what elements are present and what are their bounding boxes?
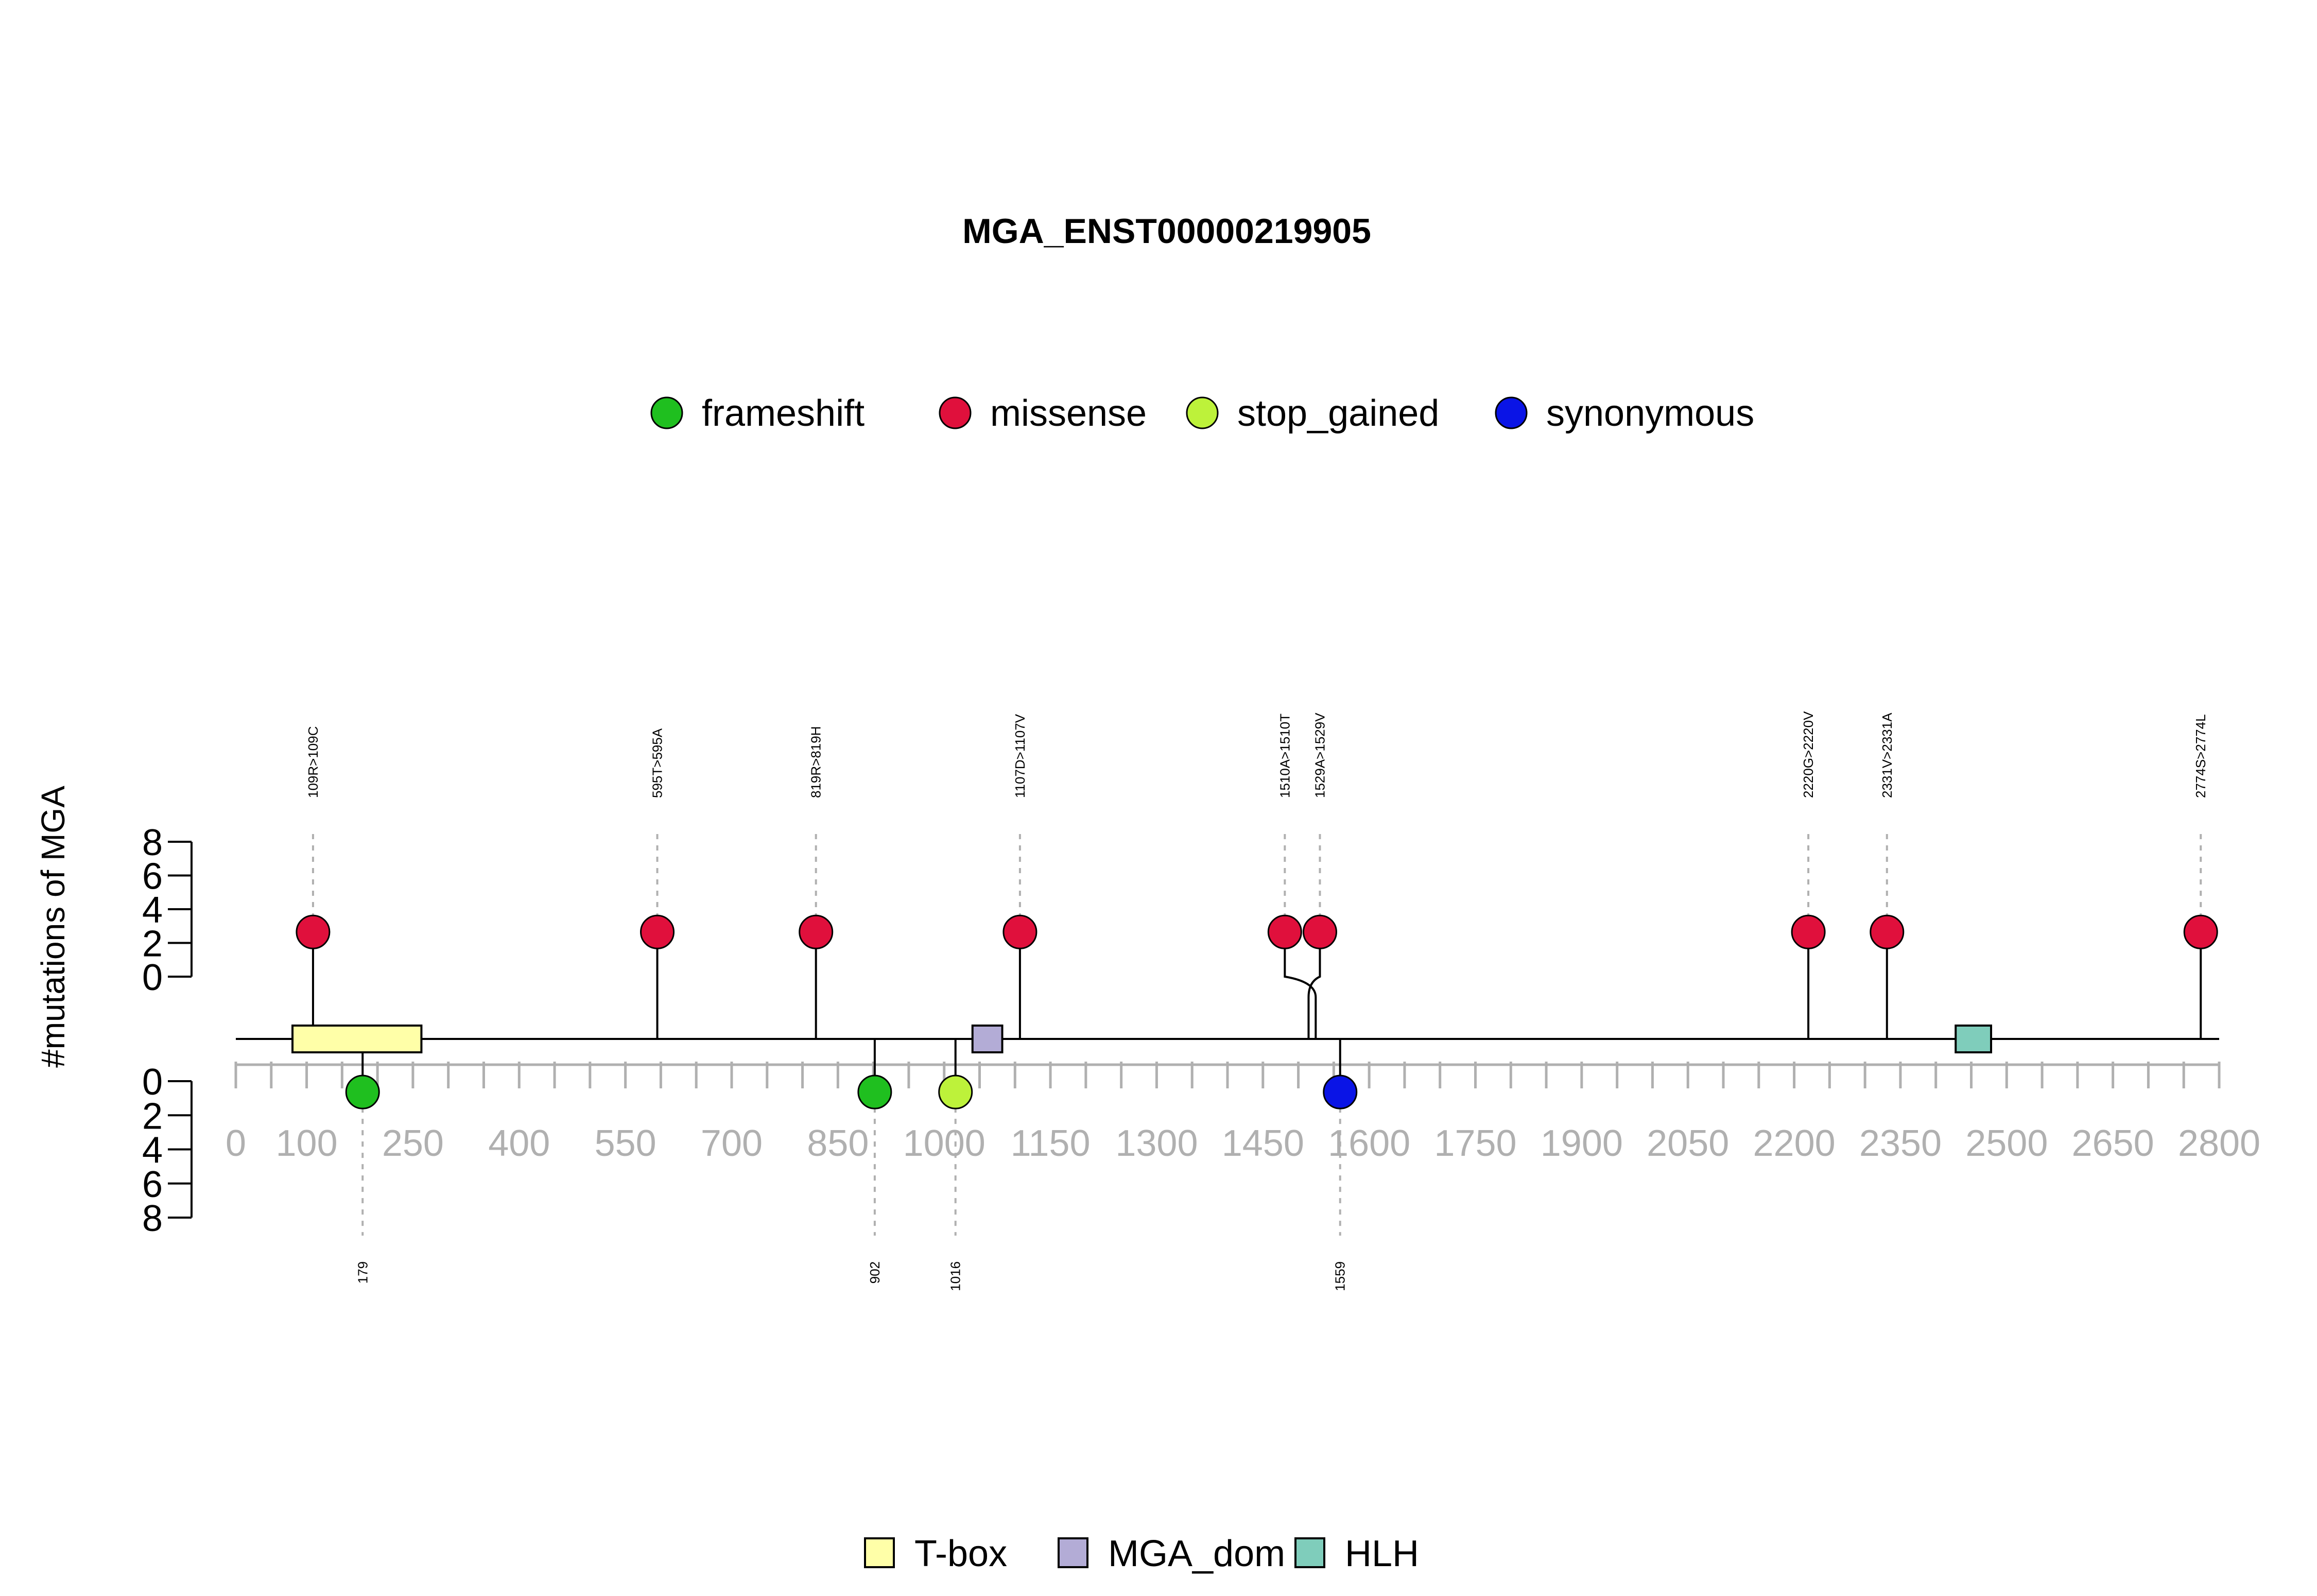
lower-y-tick-label: 8 xyxy=(142,1198,163,1239)
mutation-type-legend: frameshift missense stop_gained synonymous xyxy=(650,393,1754,434)
legend-marker-stop_gained xyxy=(1186,396,1219,429)
domain-legend-marker-T-box xyxy=(864,1537,895,1568)
domain-legend: T-box MGA_dom HLH xyxy=(864,1533,1419,1574)
chart-title: MGA_ENST00000219905 xyxy=(962,212,1371,251)
mutation-point-109 xyxy=(296,914,331,949)
mutation-point-1510 xyxy=(1267,914,1302,949)
mutation-point-819 xyxy=(799,914,834,949)
lower-y-tick-label: 2 xyxy=(142,1096,163,1137)
x-tick-label: 550 xyxy=(595,1123,656,1164)
upper-stem xyxy=(1307,932,1321,1039)
mutation-label-1510: 1510A>1510T xyxy=(1277,714,1292,798)
x-tick-label: 250 xyxy=(382,1123,444,1164)
x-tick-label: 1900 xyxy=(1541,1123,1623,1164)
mutation-label-1107: 1107D>1107V xyxy=(1012,714,1028,798)
mutation-point-2331 xyxy=(1870,914,1905,949)
x-tick-label: 1000 xyxy=(903,1123,985,1164)
x-tick-label: 2500 xyxy=(1965,1123,2048,1164)
domain-legend-label-HLH: HLH xyxy=(1345,1533,1419,1574)
mutation-points xyxy=(296,914,2218,1109)
upper-y-tick-label: 0 xyxy=(142,957,163,998)
mutation-label-595: 595T>595A xyxy=(650,728,665,798)
upper-stem xyxy=(1284,932,1317,1039)
mutation-label-1016: 1016 xyxy=(948,1261,963,1291)
legend-label-stop_gained: stop_gained xyxy=(1237,393,1439,434)
mutation-labels: 109R>109C 595T>595A 819R>819H 1107D>1107V 15… xyxy=(305,711,2208,1291)
legend-label-synonymous: synonymous xyxy=(1546,393,1754,434)
domain-legend-label-MGA_dom: MGA_dom xyxy=(1108,1533,1285,1574)
mutation-label-2331: 2331V>2331A xyxy=(1879,713,1895,798)
lower-y-tick-label: 4 xyxy=(142,1130,163,1171)
mutation-point-1559 xyxy=(1323,1074,1358,1109)
mutation-label-2220: 2220G>2220V xyxy=(1801,711,1816,798)
domain-MGA_dom xyxy=(971,1025,1004,1053)
x-tick-label: 0 xyxy=(226,1123,246,1164)
mutation-point-1016 xyxy=(938,1074,973,1109)
domain-T-box xyxy=(291,1025,423,1053)
lower-y-tick-label: 0 xyxy=(142,1062,163,1103)
legend-label-frameshift: frameshift xyxy=(702,393,864,434)
x-axis: 0 100 250 400 550 700 850 1000 1150 1300 1450 1600 1… xyxy=(226,1062,2260,1164)
mutation-point-595 xyxy=(640,914,675,949)
y-axis-label: #mutations of MGA xyxy=(34,786,72,1068)
mutation-label-1529: 1529A>1529V xyxy=(1312,713,1327,798)
mutation-point-902 xyxy=(857,1074,892,1109)
upper-y-tick-label: 2 xyxy=(142,924,163,965)
x-tick-label: 2350 xyxy=(1859,1123,1942,1164)
mutation-label-2774: 2774S>2774L xyxy=(2193,714,2208,798)
domain-HLH xyxy=(1955,1025,1993,1053)
mutation-point-1107 xyxy=(1002,914,1038,949)
mutation-label-902: 902 xyxy=(867,1261,883,1283)
upper-y-tick-label: 8 xyxy=(142,822,163,863)
mutation-label-819: 819R>819H xyxy=(808,726,824,799)
protein-domains xyxy=(291,1025,1993,1053)
x-tick-label: 1150 xyxy=(1011,1123,1091,1164)
legend-label-missense: missense xyxy=(990,393,1147,434)
x-tick-label: 1750 xyxy=(1434,1123,1516,1164)
legend-marker-missense xyxy=(939,396,972,429)
domain-legend-label-T-box: T-box xyxy=(914,1533,1007,1574)
x-tick-label: 400 xyxy=(488,1123,550,1164)
upper-y-tick-label: 4 xyxy=(142,890,163,931)
domain-legend-marker-HLH xyxy=(1294,1537,1325,1568)
x-tick-label: 1600 xyxy=(1328,1123,1410,1164)
mutation-point-2220 xyxy=(1791,914,1826,949)
mutation-stems xyxy=(312,834,2202,1236)
mutation-point-179 xyxy=(345,1074,380,1109)
legend-marker-synonymous xyxy=(1495,396,1528,429)
mutation-point-2774 xyxy=(2183,914,2218,949)
x-tick-label: 2800 xyxy=(2178,1123,2260,1164)
legend-marker-frameshift xyxy=(650,396,683,429)
x-tick-label: 2050 xyxy=(1647,1123,1729,1164)
x-tick-label: 2650 xyxy=(2072,1123,2154,1164)
mutation-label-109: 109R>109C xyxy=(305,726,321,799)
x-tick-label: 850 xyxy=(807,1123,869,1164)
x-tick-label: 100 xyxy=(276,1123,338,1164)
upper-y-tick-label: 6 xyxy=(142,856,163,897)
mutation-label-1559: 1559 xyxy=(1333,1261,1348,1291)
mutation-label-179: 179 xyxy=(355,1261,370,1283)
mutation-point-1529 xyxy=(1302,914,1337,949)
lower-y-tick-label: 6 xyxy=(142,1164,163,1205)
x-tick-label: 1300 xyxy=(1115,1123,1198,1164)
x-tick-label: 1450 xyxy=(1222,1123,1304,1164)
x-tick-label: 700 xyxy=(701,1123,763,1164)
domain-legend-marker-MGA_dom xyxy=(1058,1537,1088,1568)
x-tick-label: 2200 xyxy=(1753,1123,1835,1164)
